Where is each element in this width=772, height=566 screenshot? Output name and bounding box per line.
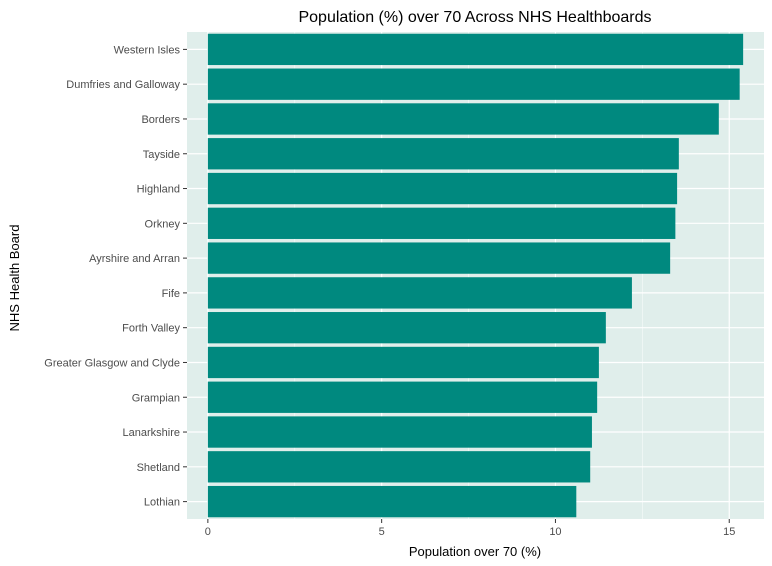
y-tick-label: Highland: [137, 184, 180, 196]
bar: [207, 451, 591, 483]
bar: [207, 207, 676, 239]
bar: [207, 416, 592, 448]
y-tick-label: Lothian: [144, 497, 180, 509]
chart-title: Population (%) over 70 Across NHS Health…: [298, 9, 651, 26]
bar: [207, 381, 598, 413]
bar: [207, 138, 679, 170]
y-tick-label: Fife: [162, 288, 180, 300]
y-tick-label: Shetland: [137, 462, 180, 474]
y-tick-label: Forth Valley: [122, 323, 180, 335]
y-tick-label: Borders: [141, 114, 180, 126]
bar: [207, 346, 599, 379]
bar: [207, 68, 740, 100]
y-tick-label: Greater Glasgow and Clyde: [44, 357, 180, 369]
y-axis-title: NHS Health Board: [7, 225, 22, 332]
bar: [207, 103, 719, 135]
y-tick-label: Ayrshire and Arran: [89, 253, 180, 265]
x-tick-label: 15: [723, 526, 735, 538]
bar: [207, 312, 606, 344]
bar: [207, 172, 678, 205]
x-tick-label: 10: [549, 526, 561, 538]
y-tick-label: Western Isles: [114, 44, 181, 56]
y-tick-label: Lanarkshire: [123, 427, 180, 439]
y-tick-label: Grampian: [132, 392, 180, 404]
y-tick-label: Tayside: [143, 149, 180, 161]
y-tick-label: Orkney: [145, 218, 181, 230]
x-tick-label: 5: [379, 526, 385, 538]
plot-panel: Western Isles Dumfries and Galloway Border…: [44, 32, 764, 538]
y-tick-label: Dumfries and Galloway: [66, 79, 180, 91]
bar: [207, 242, 671, 274]
x-axis-title: Population over 70 (%): [409, 544, 541, 559]
bar: [207, 277, 632, 309]
bar: [207, 33, 744, 66]
x-tick-label: 0: [205, 526, 211, 538]
bar: [207, 485, 577, 518]
